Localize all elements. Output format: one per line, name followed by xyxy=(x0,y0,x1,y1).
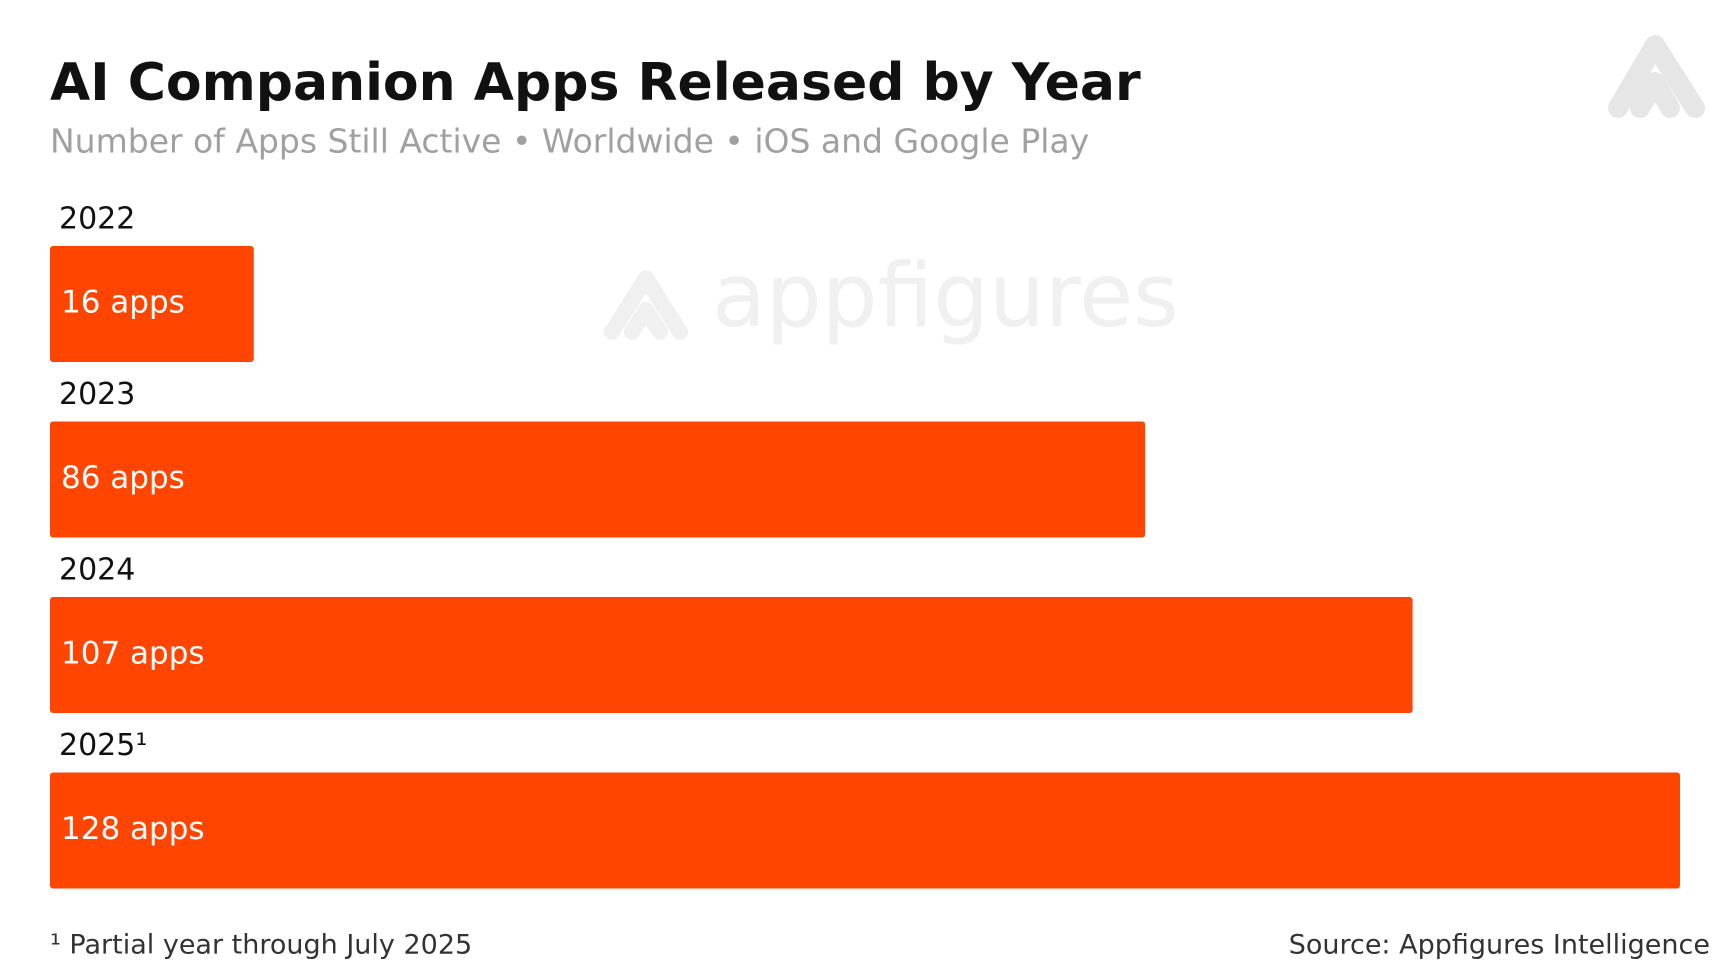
value-label: 16 apps xyxy=(61,285,185,321)
category-label: 2023 xyxy=(59,377,135,412)
bar xyxy=(50,772,1680,889)
value-label: 107 apps xyxy=(61,636,205,672)
category-label: 2025¹ xyxy=(59,728,147,763)
value-label: 128 apps xyxy=(61,811,205,847)
chart-title: AI Companion Apps Released by Year xyxy=(50,53,1141,113)
category-label: 2024 xyxy=(59,553,135,588)
bar xyxy=(50,597,1413,713)
value-label: 86 apps xyxy=(61,460,185,496)
watermark: appfigures xyxy=(712,244,1179,347)
footnote: ¹ Partial year through July 2025 xyxy=(50,930,472,961)
watermark-logo xyxy=(604,270,688,340)
bar xyxy=(50,246,254,362)
source: Source: Appfigures Intelligence xyxy=(1289,930,1710,961)
bar xyxy=(50,421,1146,538)
corner-logo xyxy=(1608,35,1705,118)
category-label: 2022 xyxy=(59,202,135,237)
chart-subtitle: Number of Apps Still Active • Worldwide … xyxy=(50,122,1089,161)
